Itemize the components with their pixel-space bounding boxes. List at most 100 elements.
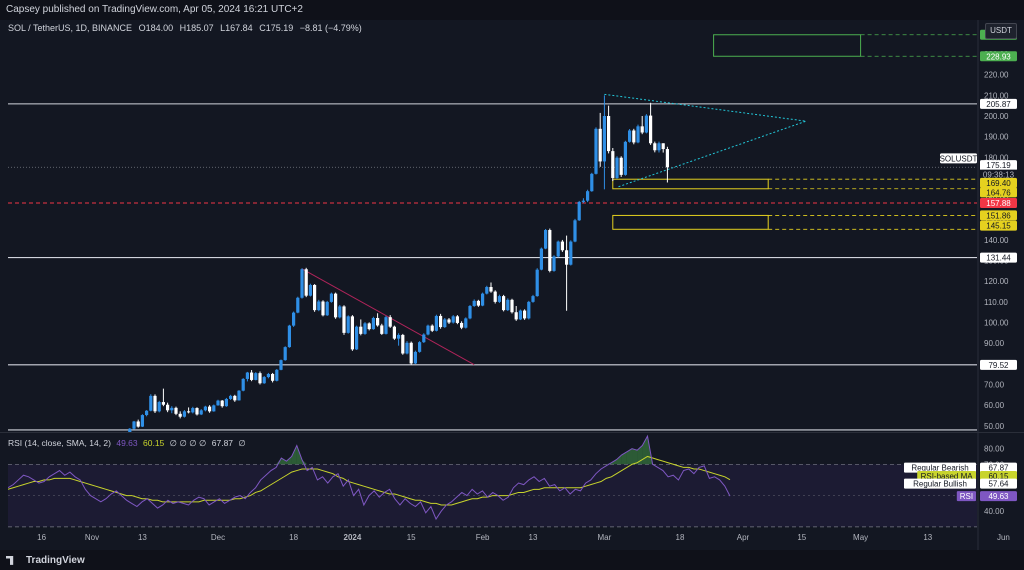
- publisher-text: Capsey published on TradingView.com, Apr…: [6, 4, 303, 15]
- candle-body: [283, 347, 287, 361]
- y-tick-label: 110.00: [984, 298, 1008, 307]
- rsi-value-text: 60.15: [988, 472, 1009, 481]
- candle-body: [203, 406, 207, 411]
- x-tick-label: 2024: [344, 533, 362, 542]
- rsi-value-tag: [980, 491, 1017, 502]
- triangle-pattern: [604, 93, 807, 188]
- candle-body: [485, 287, 489, 294]
- candle-body: [275, 369, 279, 381]
- x-tick-label: 13: [923, 533, 932, 542]
- price-label-tag: [980, 359, 1017, 370]
- rsi-line: [8, 434, 731, 521]
- candle-body: [329, 293, 333, 302]
- candle-body: [598, 128, 602, 162]
- candle-body: [157, 402, 161, 412]
- rsi-label-box: [904, 462, 976, 473]
- candle-body: [418, 342, 422, 352]
- candle-body: [342, 306, 346, 333]
- candle-body: [409, 342, 413, 364]
- rsi-value: 49.63: [116, 438, 138, 448]
- candle-body: [565, 250, 569, 265]
- price-label-tag: [980, 187, 1017, 198]
- candle-body: [300, 269, 304, 298]
- candle-body: [245, 372, 249, 379]
- candle-body: [187, 411, 191, 413]
- candle-body: [548, 230, 552, 271]
- price-label-text: 205.87: [986, 100, 1011, 109]
- x-tick-label: Jun: [997, 533, 1010, 542]
- x-tick-label: Apr: [737, 533, 750, 542]
- candle-body: [107, 449, 110, 450]
- x-tick-label: 13: [529, 533, 538, 542]
- candle-body: [493, 291, 497, 302]
- change-value: −8.81 (−4.79%): [299, 23, 362, 33]
- rsi-ma-line: [8, 455, 731, 506]
- candle-body: [636, 126, 640, 143]
- candle-body: [317, 301, 321, 311]
- price-label-tag: [980, 169, 1017, 180]
- candle-body: [178, 413, 182, 417]
- candle-body: [430, 325, 434, 331]
- candle-body: [145, 410, 149, 416]
- candle-body: [623, 141, 627, 175]
- rsi-overbought-fill: [637, 445, 643, 465]
- rsi-label-text: RSI-based MA: [921, 472, 974, 481]
- symbol-name[interactable]: SOL / TetherUS, 1D, BINANCE: [8, 23, 133, 33]
- x-tick-label: 13: [138, 533, 147, 542]
- candle-body: [657, 143, 661, 151]
- candle-body: [166, 404, 170, 411]
- candle-body: [132, 421, 136, 429]
- price-label-text: 169.40: [986, 179, 1011, 188]
- candle-body: [237, 390, 241, 401]
- rsi-value-text: 67.87: [988, 464, 1009, 473]
- x-tick-label: 18: [289, 533, 298, 542]
- candle-body: [292, 312, 296, 326]
- candle-body: [544, 230, 548, 249]
- candle-body: [199, 410, 203, 415]
- publisher-bar: Capsey published on TradingView.com, Apr…: [0, 0, 1024, 20]
- candle-body: [422, 334, 426, 343]
- candle-body: [338, 306, 342, 318]
- candle-body: [388, 317, 392, 327]
- candle-body: [502, 296, 506, 311]
- candle-body: [296, 297, 300, 313]
- downtrend-line: [301, 268, 475, 366]
- rsi-title[interactable]: RSI (14, close, SMA, 14, 2): [8, 438, 111, 448]
- rsi-label-box: [904, 478, 976, 489]
- price-label-text: 164.76: [986, 188, 1011, 197]
- tradingview-logo[interactable]: TradingView: [6, 555, 85, 566]
- x-tick-label: Nov: [85, 533, 99, 542]
- rsi-overbought-fill: [626, 448, 633, 465]
- tradingview-logo-icon: [6, 555, 14, 565]
- rsi-value-text: 57.64: [988, 480, 1009, 489]
- candle-body: [380, 325, 384, 334]
- candle-body: [359, 326, 363, 334]
- rsi-label-box: [956, 491, 976, 502]
- candle-body: [321, 301, 325, 316]
- candle-body: [569, 241, 573, 265]
- candle-body: [376, 317, 380, 326]
- rsi-pane: [8, 434, 977, 528]
- y-tick-label: 220.00: [984, 71, 1009, 80]
- candle-body: [405, 342, 409, 354]
- candle-body: [363, 323, 367, 334]
- candle-body: [476, 300, 480, 306]
- candle-body: [103, 449, 106, 453]
- rsi-overbought-fill: [632, 448, 638, 465]
- candle-body: [371, 317, 375, 330]
- currency-button[interactable]: USDT: [985, 23, 1017, 39]
- candle-body: [149, 395, 153, 411]
- y-tick-label: 60.00: [984, 401, 1005, 410]
- rsi-overbought-fill: [281, 458, 287, 465]
- price-label-text: 228.93: [986, 52, 1011, 61]
- candle-body: [392, 326, 396, 339]
- rsi-value-tag: [980, 471, 1017, 482]
- candle-body: [460, 322, 464, 328]
- symbol-legend: SOL / TetherUS, 1D, BINANCE O184.00 H185…: [8, 23, 366, 33]
- x-tick-label: 15: [797, 533, 806, 542]
- candle-body: [632, 130, 636, 143]
- candle-body: [649, 115, 653, 144]
- rsi-value-text: 49.63: [988, 492, 1009, 501]
- rsi-value-tag: [980, 462, 1017, 473]
